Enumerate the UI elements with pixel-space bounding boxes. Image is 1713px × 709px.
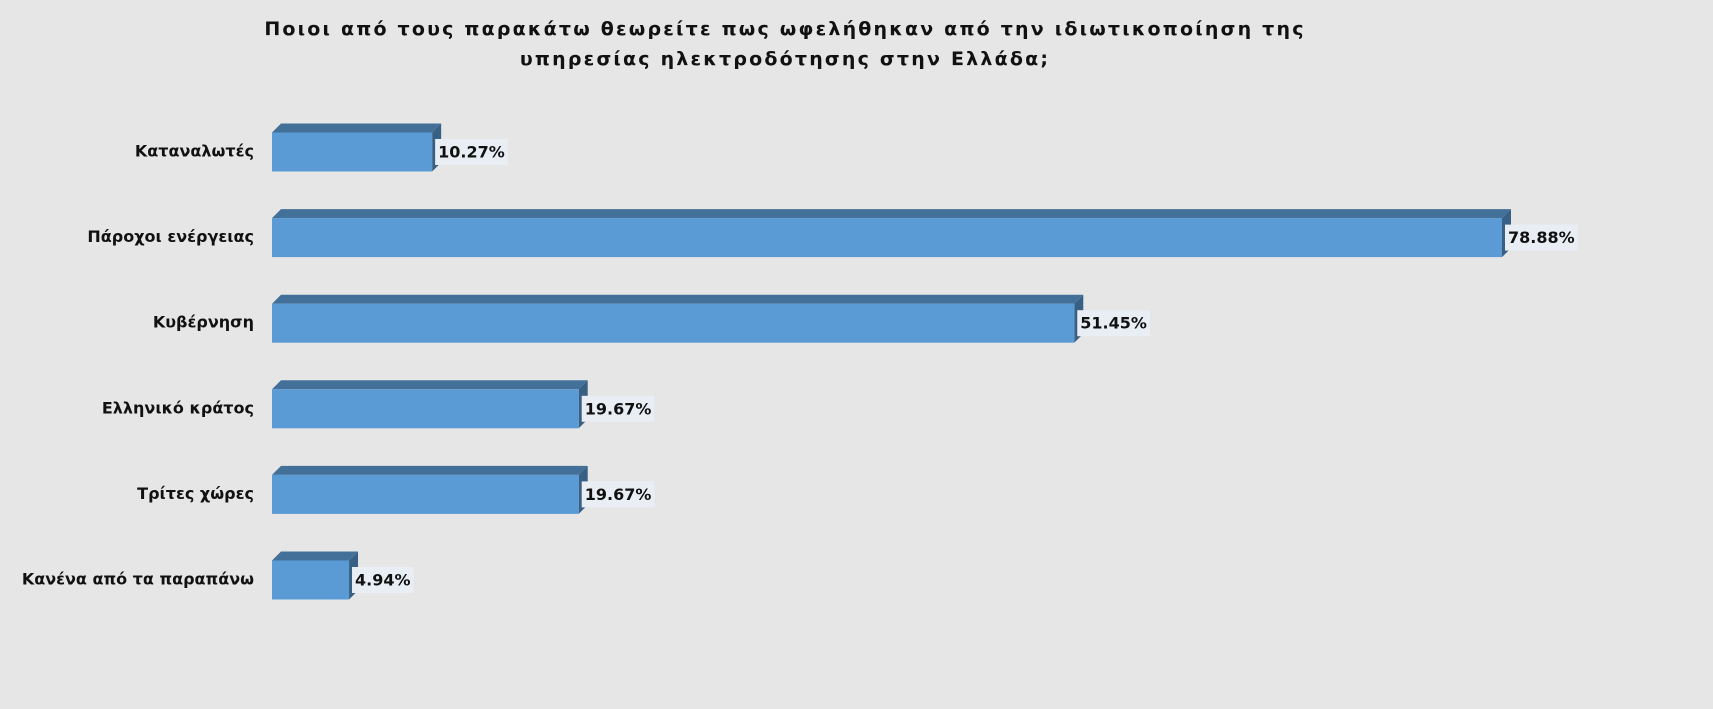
- category-label: Πάροχοι ενέργειας: [87, 227, 254, 246]
- bar: [272, 132, 433, 172]
- bar: [272, 218, 1502, 258]
- bar: [272, 389, 579, 429]
- value-label-bg: [352, 567, 414, 593]
- category-label: Κανένα από τα παραπάνω: [22, 570, 254, 589]
- bar: [272, 560, 350, 600]
- bar-top: [272, 380, 588, 390]
- bar: [272, 303, 1075, 343]
- category-label: Καταναλωτές: [135, 142, 254, 161]
- bar-top: [272, 551, 359, 561]
- value-label: 51.45%: [1080, 314, 1147, 333]
- value-label-bg: [435, 139, 508, 165]
- value-label: 19.67%: [585, 485, 652, 504]
- value-label: 19.67%: [585, 399, 652, 418]
- value-label-bg: [581, 481, 655, 508]
- bar-top: [272, 123, 442, 133]
- value-label: 4.94%: [355, 571, 411, 590]
- value-label-bg: [1505, 224, 1578, 251]
- value-label: 10.27%: [438, 143, 505, 162]
- bar: [272, 474, 579, 514]
- category-label: Τρίτες χώρες: [137, 484, 254, 503]
- bar-top: [272, 209, 1511, 219]
- chart-title: Ποιοι από τους παρακάτω θεωρείτε πως ωφε…: [264, 18, 1306, 70]
- bar-top: [272, 294, 1084, 304]
- value-label-bg: [1077, 310, 1150, 337]
- bar-top: [272, 465, 588, 475]
- category-label: Ελληνικό κράτος: [102, 398, 254, 417]
- value-label-bg: [581, 395, 655, 422]
- category-label: Κυβέρνηση: [153, 313, 254, 332]
- value-label: 78.88%: [1508, 228, 1575, 247]
